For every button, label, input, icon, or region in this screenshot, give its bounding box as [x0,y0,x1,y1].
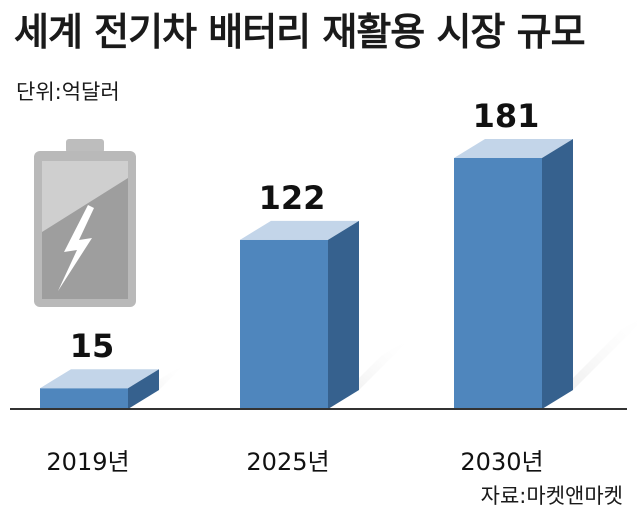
source-note: 자료:마켓앤마켓 [480,484,623,508]
value-label: 15 [70,327,115,365]
chart-title: 세계 전기차 배터리 재활용 시장 규모 [14,10,586,54]
value-label: 122 [259,179,326,217]
bar-top-face [454,139,573,158]
category-label: 2025년 [246,448,329,476]
bar-2030년 [454,158,542,409]
bar-side-face [328,220,359,409]
bar-top-face [240,220,359,240]
bar-side-face [128,369,159,409]
battery-lightning-icon [34,139,136,307]
unit-label: 단위:억달러 [16,80,120,104]
value-label: 181 [473,97,540,135]
bar-top-face [40,369,159,389]
bar-2025년 [240,239,328,409]
bar-2019년 [40,388,128,409]
category-label: 2030년 [460,448,543,476]
category-label: 2019년 [46,448,129,476]
bar-side-face [542,139,573,409]
